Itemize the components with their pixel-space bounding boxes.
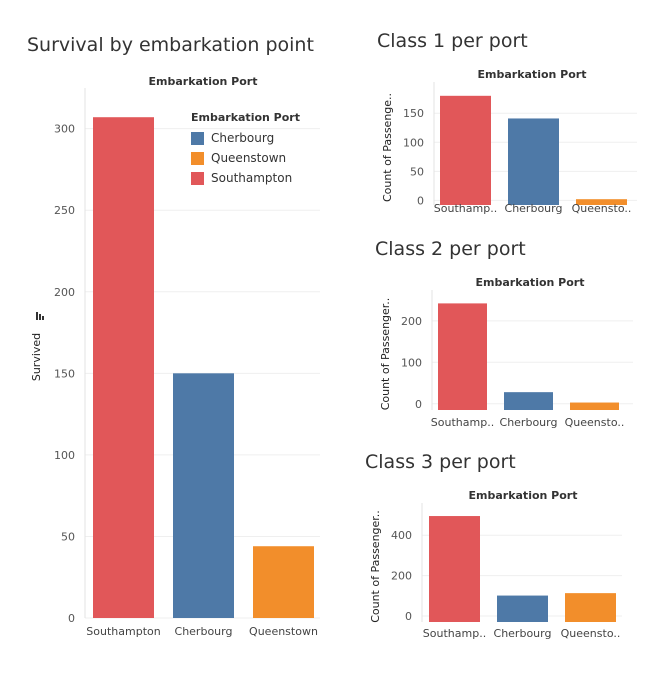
y-tick-label: 0 [415,398,422,411]
y-tick-label: 0 [417,194,424,207]
x-tick-label: Southamp.. [434,202,497,215]
chart-header: Embarkation Port [478,68,587,81]
legend-swatch [191,151,204,165]
x-tick-label: Queensto.. [565,416,625,429]
legend-item-southampton[interactable]: Southampton [191,168,300,188]
x-tick-label: Southamp.. [431,416,494,429]
y-axis-label: Survived [30,333,43,381]
bar-cherbourg[interactable] [504,392,553,410]
y-tick-label: 50 [61,530,75,543]
class3-chart-title: Class 3 per port [365,451,516,473]
legend-label: Cherbourg [211,131,275,145]
x-tick-label: Southampton [86,625,160,638]
chart-header: Embarkation Port [149,75,258,88]
legend-swatch [191,131,204,145]
x-tick-label: Queensto.. [561,627,621,640]
class3-chart: Embarkation Port 0 200 400 Southamp.. Cherbou… [369,489,622,640]
sort-descending-icon[interactable] [36,312,44,320]
main-chart: Embarkation Port 0 50 100 150 200 250 300 Southa… [30,75,320,638]
bar-southampton[interactable] [429,516,480,622]
y-axis-label: Count of Passenge.. [381,93,394,202]
y-tick-label: 100 [401,356,422,369]
y-axis-label: Count of Passenger.. [369,510,382,623]
x-tick-label: Southamp.. [423,627,486,640]
bar-southampton[interactable] [93,117,154,619]
legend-item-queenstown[interactable]: Queenstown [191,148,300,168]
x-tick-label: Cherbourg [500,416,558,429]
bar-queenstown[interactable] [253,546,314,618]
bar-cherbourg[interactable] [173,373,234,618]
y-tick-label: 100 [403,136,424,149]
class1-chart-title: Class 1 per port [377,30,528,52]
bar-queenstown[interactable] [565,593,616,622]
y-tick-label: 100 [54,449,75,462]
bar-queenstown[interactable] [576,199,627,205]
y-tick-label: 50 [410,165,424,178]
y-tick-label: 400 [391,529,412,542]
x-tick-label: Queenstown [249,625,318,638]
legend-swatch [191,171,204,185]
x-tick-label: Cherbourg [175,625,233,638]
y-tick-label: 200 [391,570,412,583]
y-tick-label: 250 [54,204,75,217]
x-tick-label: Cherbourg [505,202,563,215]
chart-header: Embarkation Port [469,489,578,502]
main-chart-legend: Embarkation Port Cherbourg Queenstown Sout… [191,111,300,188]
legend-item-cherbourg[interactable]: Cherbourg [191,128,300,148]
y-tick-label: 150 [403,107,424,120]
class1-chart: Embarkation Port 0 50 100 150 Southamp.. Cherb… [381,68,637,215]
y-tick-label: 150 [54,367,75,380]
x-tick-label: Cherbourg [494,627,552,640]
main-chart-title: Survival by embarkation point [27,34,314,56]
bar-southampton[interactable] [438,303,487,410]
y-tick-label: 300 [54,123,75,136]
bar-cherbourg[interactable] [508,118,559,205]
legend-label: Queenstown [211,151,287,165]
class2-chart-title: Class 2 per port [375,238,526,260]
y-tick-label: 200 [401,315,422,328]
x-tick-label: Queensto.. [572,202,632,215]
chart-header: Embarkation Port [476,276,585,289]
bar-queenstown[interactable] [570,402,619,410]
bar-southampton[interactable] [440,95,491,205]
legend-label: Southampton [211,171,293,185]
y-tick-label: 200 [54,286,75,299]
y-axis-label: Count of Passenger.. [379,298,392,411]
y-tick-label: 0 [405,610,412,623]
bar-cherbourg[interactable] [497,595,548,622]
y-tick-label: 0 [68,612,75,625]
class2-chart: Embarkation Port 0 100 200 Southamp.. Cherbou… [379,276,633,429]
legend-title: Embarkation Port [191,111,300,124]
